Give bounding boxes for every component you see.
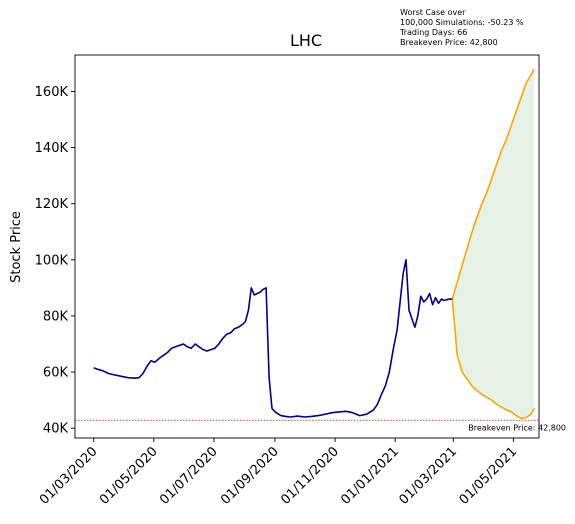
y-tick-label: 60K (43, 366, 69, 381)
history-line (93, 259, 453, 418)
upper-projection-line (451, 68, 535, 300)
y-tick-label: 120K (35, 197, 69, 212)
y-tick-label: 140K (35, 141, 69, 156)
y-tick-label: 160K (35, 85, 69, 100)
lower-projection-line (451, 299, 535, 420)
x-tick-label: 01/05/2021 (457, 444, 521, 508)
simulation-band (452, 69, 535, 419)
annotation-line: Worst Case over (400, 8, 466, 17)
annotation-line: Breakeven Price: 42,800 (400, 38, 498, 47)
annotation-line: Trading Days: 66 (400, 28, 468, 37)
y-tick-label: 100K (35, 253, 69, 268)
y-axis-label: Stock Price (9, 211, 24, 283)
breakeven-label: Breakeven Price: 42,800 (468, 423, 566, 432)
x-tick-label: 01/07/2020 (157, 444, 221, 508)
simulation-annotation: Worst Case over 100,000 Simulations: -50… (400, 8, 524, 48)
x-tick-label: 01/03/2020 (37, 444, 101, 508)
x-tick-label: 01/03/2021 (397, 444, 461, 508)
chart-title: LHC (290, 31, 322, 50)
x-tick-label: 01/01/2021 (338, 444, 402, 508)
x-tick-label: 01/09/2020 (218, 444, 282, 508)
y-tick-label: 80K (43, 309, 69, 324)
x-tick-label: 01/11/2020 (278, 444, 342, 508)
plot-frame (74, 54, 540, 439)
annotation-line: 100,000 Simulations: -50.23 % (400, 18, 524, 27)
plot-area: 40K60K80K100K120K140K160K01/03/202001/05… (35, 54, 566, 508)
x-tick-label: 01/05/2020 (97, 444, 161, 508)
y-tick-label: 40K (43, 422, 69, 437)
